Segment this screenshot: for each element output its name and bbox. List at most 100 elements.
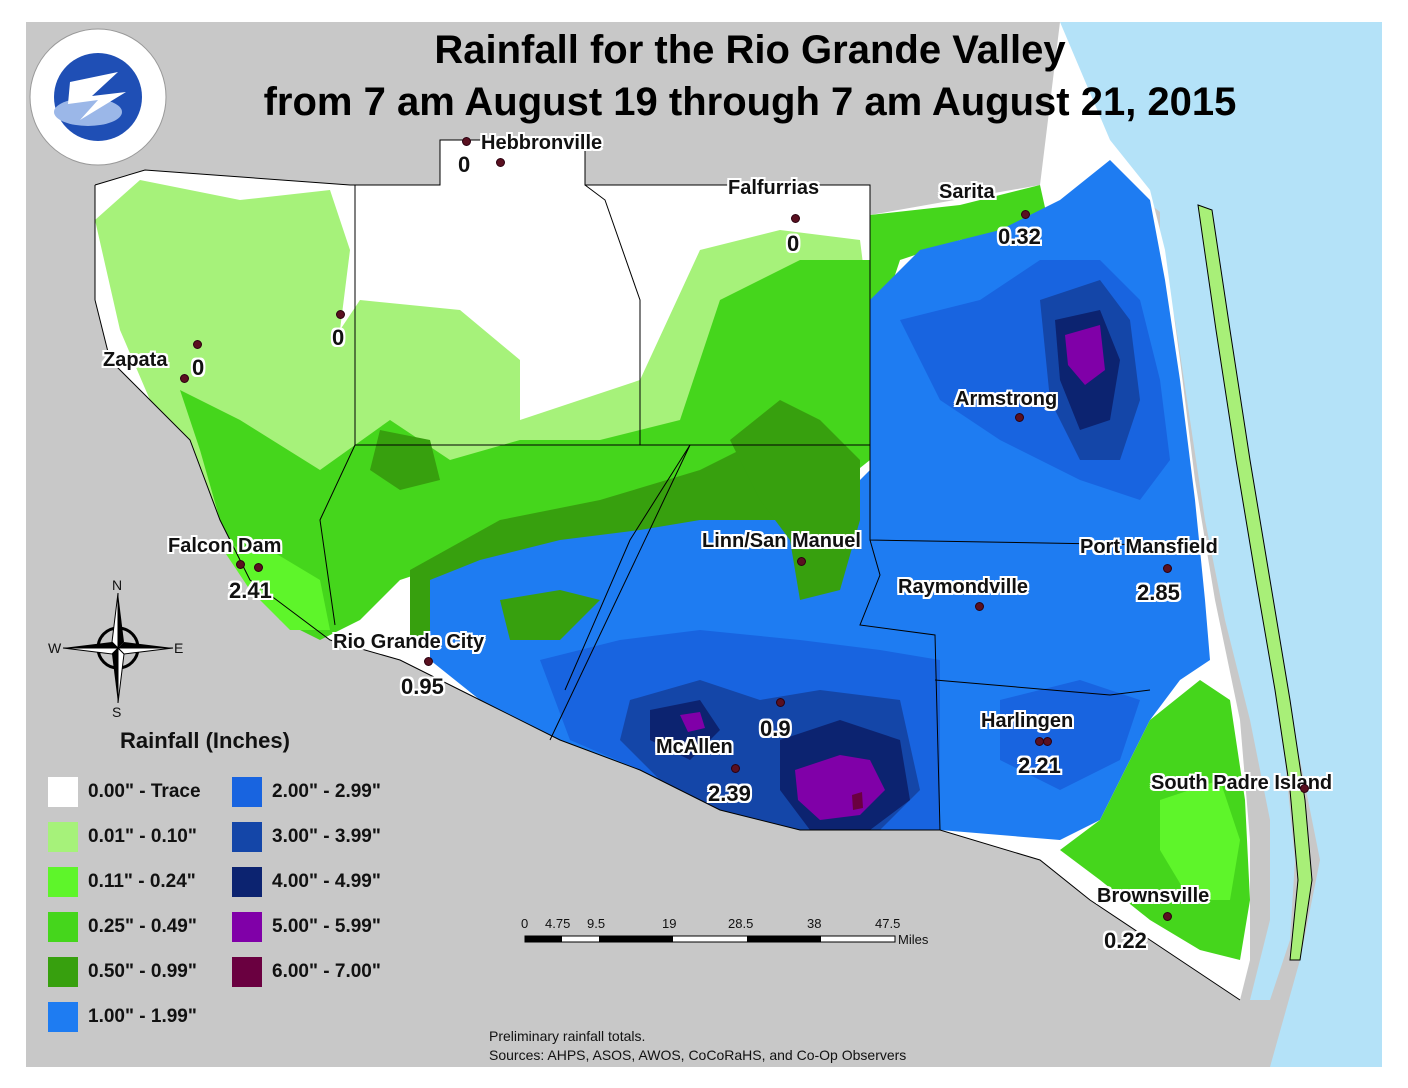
station-dot	[1163, 564, 1172, 573]
station-dot	[193, 340, 202, 349]
place-falfurrias-value: 0	[787, 231, 800, 256]
legend-swatch	[48, 777, 78, 807]
legend-label: 0.50" - 0.99"	[88, 961, 197, 982]
legend-label: 4.00" - 4.99"	[272, 871, 381, 892]
legend-label: 0.00" - Trace	[88, 781, 201, 802]
footer-line2: Sources: AHPS, ASOS, AWOS, CoCoRaHS, and…	[489, 1047, 907, 1063]
legend-label: 6.00" - 7.00"	[272, 961, 381, 982]
station-dot	[791, 214, 800, 223]
legend-label: 0.11" - 0.24"	[88, 871, 196, 892]
legend-label: 0.01" - 0.10"	[88, 826, 197, 847]
scale-bar	[524, 935, 896, 943]
station-dot	[496, 158, 505, 167]
scale-tick-label: 28.5	[728, 916, 754, 931]
place-port-mansfield-value: 2.85	[1137, 580, 1180, 605]
place-port-mansfield-name: Port Mansfield	[1080, 536, 1218, 558]
legend-item: 1.00" - 1.99"	[48, 1000, 197, 1034]
scale-tick-label: 47.5	[875, 916, 901, 931]
station-dot	[180, 374, 189, 383]
legend-item: 0.00" - Trace	[48, 775, 201, 809]
padre-island	[1197, 204, 1313, 961]
station-dot	[1043, 737, 1052, 746]
place-linn-san-manuel-name: Linn/San Manuel	[702, 530, 861, 552]
scale-tick-label: 19	[662, 916, 677, 931]
place-sarita-value: 0.32	[998, 224, 1041, 249]
station-dot	[336, 310, 345, 319]
place-rio-grande-city-value: 0.95	[401, 674, 444, 699]
laguna-madre	[1160, 190, 1295, 1000]
map-title-line2: from 7 am August 19 through 7 am August …	[263, 80, 1237, 124]
place-falcon-dam-name: Falcon Dam	[168, 535, 282, 557]
legend-swatch	[48, 1002, 78, 1032]
legend-swatch	[48, 867, 78, 897]
station-dot	[797, 557, 806, 566]
place-harlingen-value: 2.21	[1018, 753, 1061, 778]
scale-tick-label: 38	[807, 916, 822, 931]
compass-n-label: N	[112, 577, 123, 593]
legend-swatch	[232, 912, 262, 942]
station-dot	[975, 602, 984, 611]
legend-item: 0.50" - 0.99"	[48, 955, 197, 989]
place-sarita-name: Sarita	[939, 181, 995, 203]
legend-swatch	[232, 867, 262, 897]
legend-label: 2.00" - 2.99"	[272, 781, 381, 802]
legend-swatch	[232, 957, 262, 987]
legend-swatch	[232, 777, 262, 807]
scale-tick-label: 0	[521, 916, 529, 931]
gulf-water	[1060, 22, 1382, 1067]
legend-label: 1.00" - 1.99"	[88, 1006, 197, 1027]
unnamed-station-value-2: 0.9	[760, 716, 791, 741]
footer-line1: Preliminary rainfall totals.	[489, 1028, 646, 1044]
legend-item: 0.25" - 0.49"	[48, 910, 197, 944]
legend-item: 0.01" - 0.10"	[48, 820, 197, 854]
footer-notes: Preliminary rainfall totals. Sources: AH…	[489, 1027, 906, 1065]
station-dot	[1163, 912, 1172, 921]
compass-e-label: E	[174, 640, 184, 656]
legend-item: 5.00" - 5.99"	[232, 910, 381, 944]
station-dot	[1015, 413, 1024, 422]
station-dot	[236, 560, 245, 569]
place-hebbronville-name: Hebbronville	[481, 132, 603, 154]
legend-label: 3.00" - 3.99"	[272, 826, 381, 847]
scale-unit: Miles	[898, 932, 929, 947]
legend-item: 3.00" - 3.99"	[232, 820, 381, 854]
station-dot	[1300, 784, 1309, 793]
nws-logo	[29, 28, 167, 166]
place-brownsville-value: 0.22	[1104, 928, 1147, 953]
compass-s-label: S	[112, 704, 122, 720]
place-rio-grande-city-name: Rio Grande City	[333, 631, 485, 653]
station-dot	[776, 698, 785, 707]
place-raymondville-name: Raymondville	[898, 576, 1029, 598]
scale-tick-label: 4.75	[545, 916, 571, 931]
legend-item: 0.11" - 0.24"	[48, 865, 196, 899]
unnamed-station-value: 0	[332, 325, 345, 350]
station-dot	[1021, 210, 1030, 219]
place-falcon-dam-value: 2.41	[229, 578, 272, 603]
place-harlingen-name: Harlingen	[981, 710, 1074, 732]
compass-w-label: W	[48, 640, 62, 656]
legend-label: 0.25" - 0.49"	[88, 916, 197, 937]
place-brownsville-name: Brownsville	[1097, 885, 1210, 907]
place-mcallen-value: 2.39	[708, 781, 751, 806]
legend-swatch	[48, 957, 78, 987]
station-dot	[254, 563, 263, 572]
place-zapata-value: 0	[192, 355, 205, 380]
compass-rose	[62, 592, 174, 704]
station-dot	[731, 764, 740, 773]
place-hebbronville-value: 0	[458, 152, 471, 177]
legend-item: 2.00" - 2.99"	[232, 775, 381, 809]
map-title-line1: Rainfall for the Rio Grande Valley	[434, 28, 1066, 72]
legend-title: Rainfall (Inches)	[120, 728, 290, 753]
legend-swatch	[48, 822, 78, 852]
station-dot	[462, 137, 471, 146]
legend-item: 6.00" - 7.00"	[232, 955, 381, 989]
place-zapata-name: Zapata	[103, 349, 168, 371]
legend-label: 5.00" - 5.99"	[272, 916, 381, 937]
place-south-padre-island-name: South Padre Island	[1151, 772, 1333, 794]
scale-tick-label: 9.5	[587, 916, 606, 931]
legend-swatch	[48, 912, 78, 942]
legend-swatch	[232, 822, 262, 852]
station-dot	[424, 657, 433, 666]
legend-item: 4.00" - 4.99"	[232, 865, 381, 899]
